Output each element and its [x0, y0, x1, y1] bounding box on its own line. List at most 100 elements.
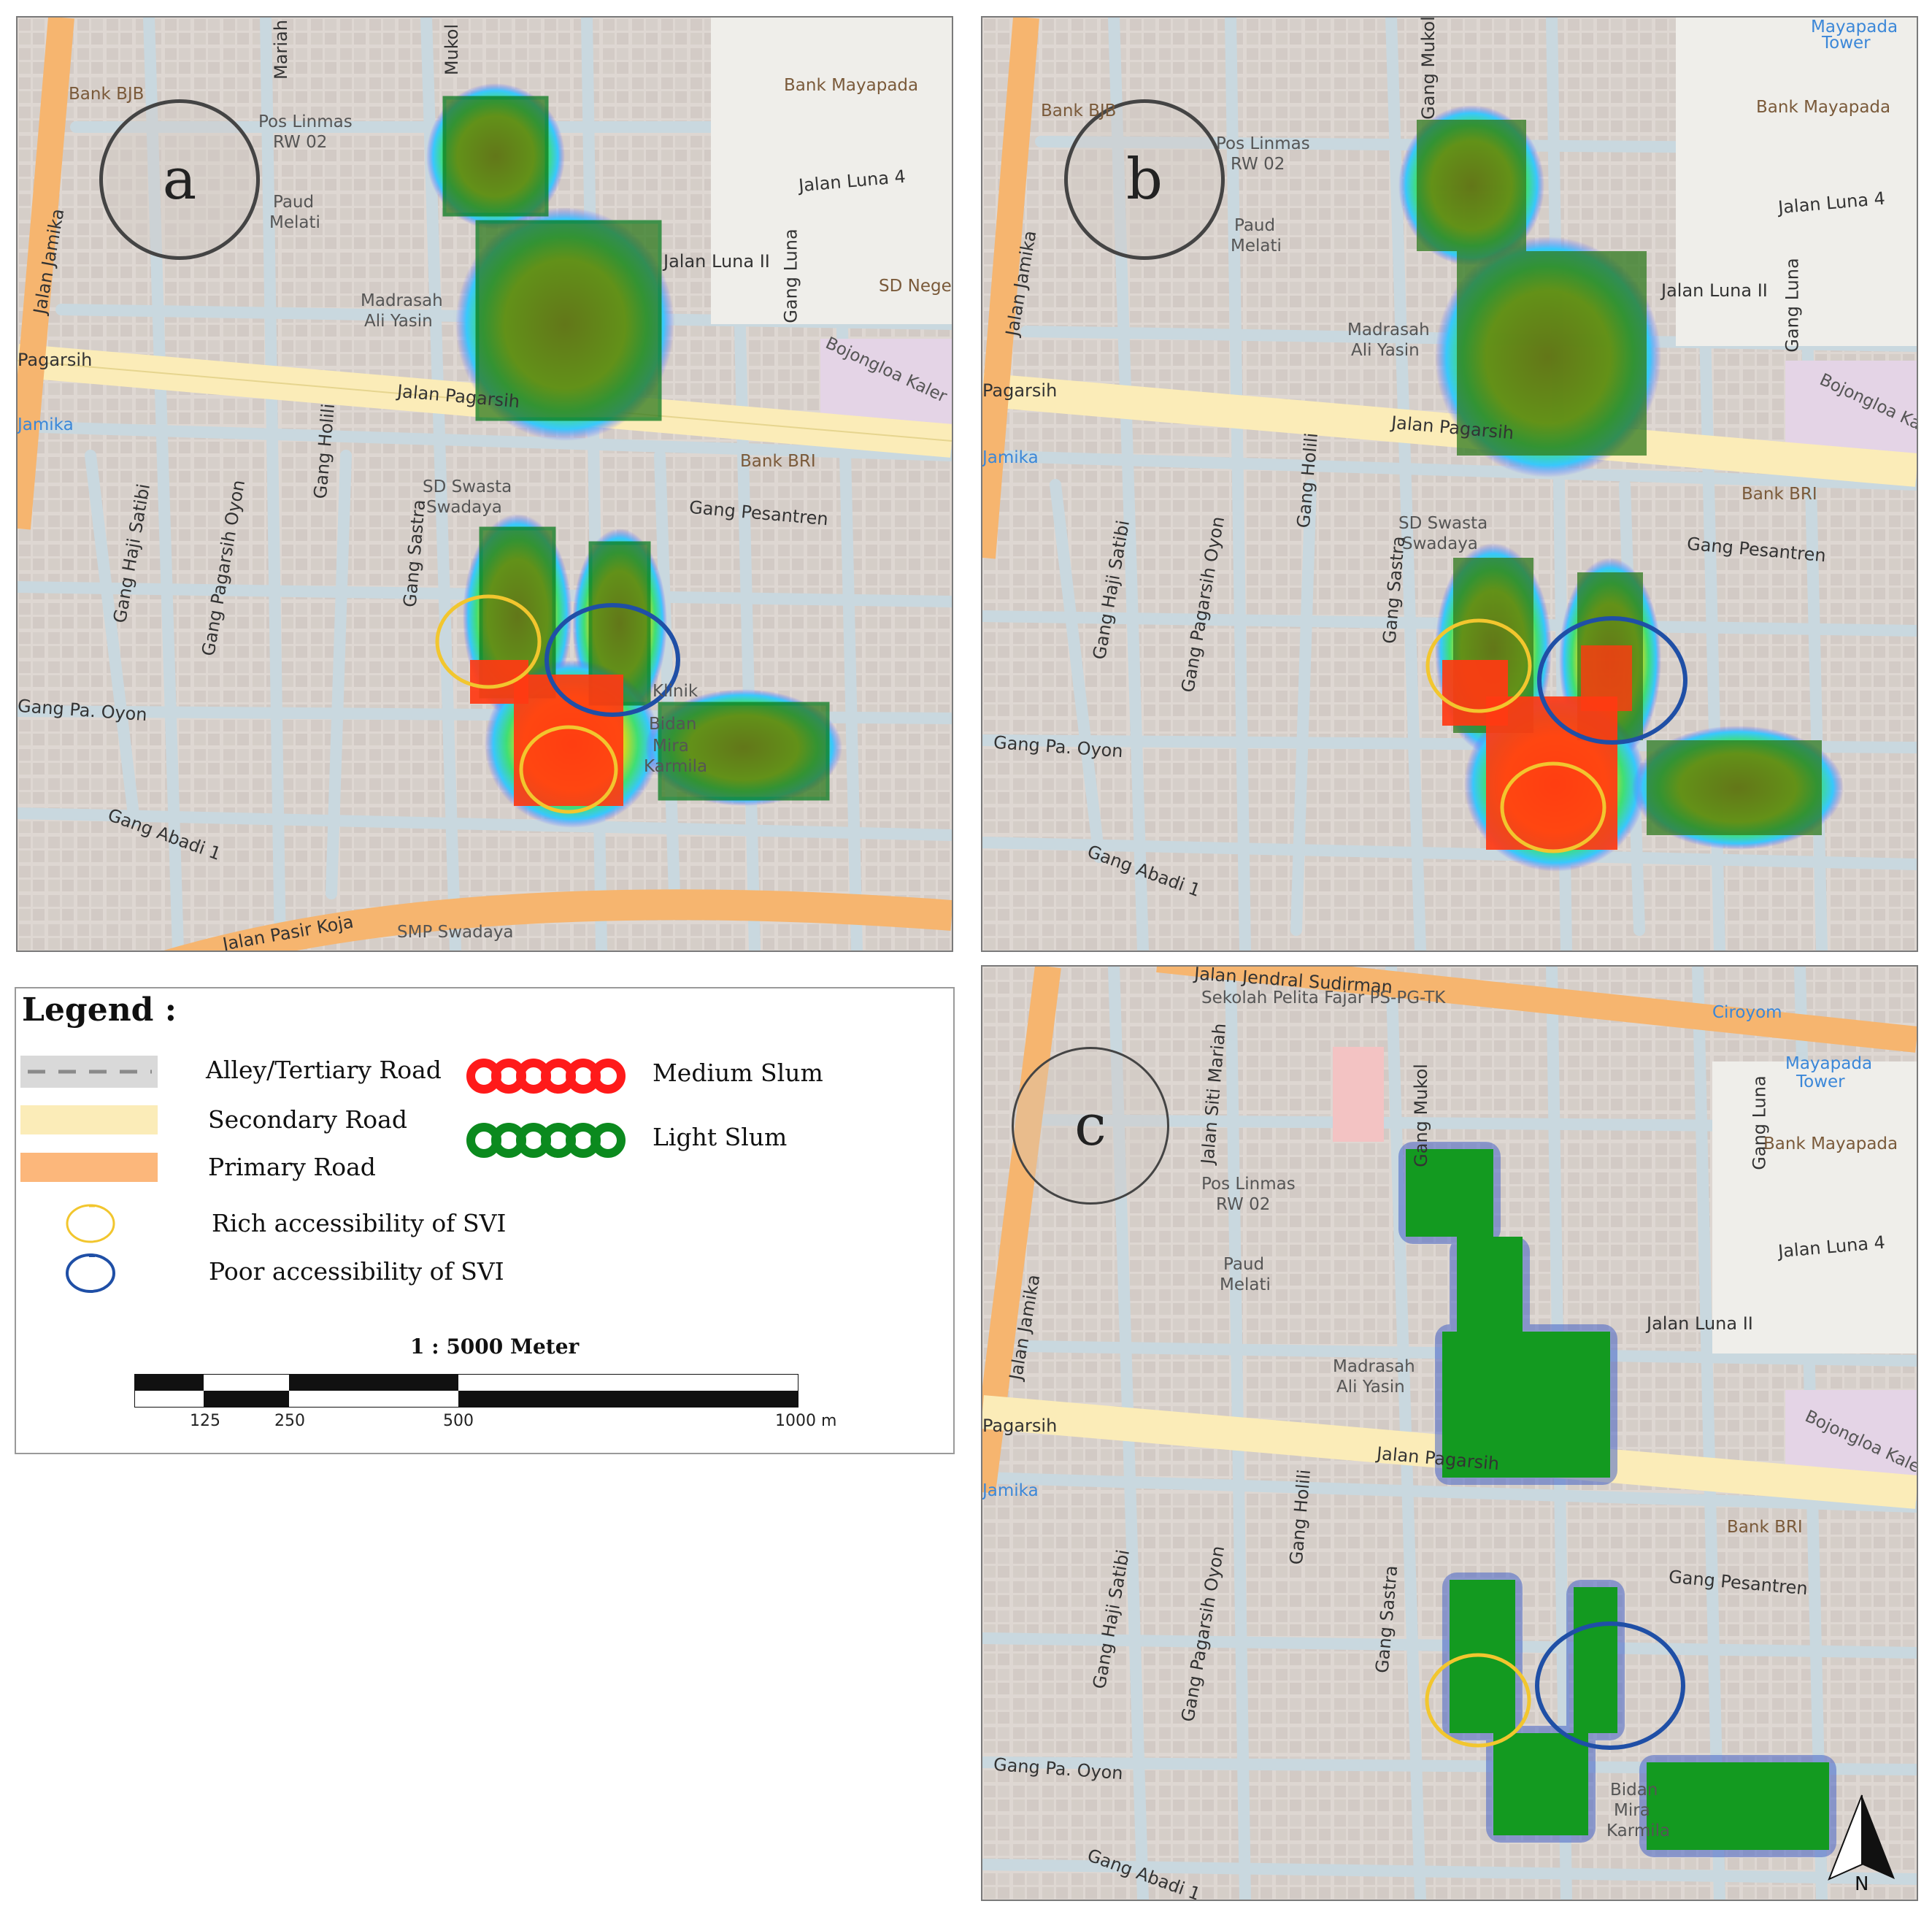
map-label-gang-mukol-b: Gang Mukol — [1417, 16, 1439, 120]
scale-bar — [134, 1373, 799, 1408]
map-label-melati-b: Melati — [1231, 237, 1282, 256]
map-label-gang-mukol-c: Gang Mukol — [1410, 1064, 1431, 1167]
map-label-melati-c: Melati — [1220, 1275, 1271, 1294]
map-label-bank-mayapada-b: Bank Mayapada — [1756, 98, 1891, 117]
map-label-madrasah: Madrasah — [361, 291, 443, 310]
map-label-paud-c: Paud — [1223, 1255, 1265, 1274]
map-label-rw02-c: RW 02 — [1216, 1195, 1271, 1214]
map-label-sekolah-pelita: Sekolah Pelita Fajar PS-PG-TK — [1201, 988, 1446, 1007]
scale-tick-250: 250 — [274, 1412, 305, 1430]
map-label-bidan: Bidan — [649, 715, 697, 734]
blue-circle-icon — [66, 1253, 115, 1293]
map-label-mayapada-b: Mayapada — [1811, 18, 1898, 37]
scale-bar-graphic — [134, 1373, 799, 1408]
map-label-bank-bri-b: Bank BRI — [1742, 485, 1817, 504]
map-label-pos-linmas-b: Pos Linmas — [1216, 134, 1310, 153]
scale-tick-500: 500 — [443, 1412, 474, 1430]
map-label-swadaya: Swadaya — [426, 498, 502, 517]
map-label-ali-yasin: Ali Yasin — [364, 312, 433, 331]
legend-label-rich-accessibility: Rich accessibility of SVI — [212, 1209, 507, 1237]
panel-label-b-text: b — [1126, 147, 1163, 212]
map-label-smp-swadaya: SMP Swadaya — [397, 923, 514, 942]
yellow-circle-icon — [66, 1204, 115, 1243]
map-label-sd-negeri: SD Negeri — [879, 277, 952, 296]
map-label-pos-linmas-c: Pos Linmas — [1201, 1175, 1296, 1194]
map-label-bank-mayapada-c: Bank Mayapada — [1763, 1134, 1898, 1153]
legend-label-primary: Primary Road — [208, 1153, 376, 1181]
map-label-klinik: Klinik — [653, 682, 698, 701]
panel-label-a-text: a — [162, 147, 197, 212]
legend-label-secondary: Secondary Road — [208, 1105, 407, 1134]
map-label-mariah: Mariah — [270, 20, 291, 80]
map-label-jalan-luna-ii-c: Jalan Luna II — [1647, 1313, 1753, 1334]
north-arrow-label: N — [1855, 1873, 1869, 1895]
map-label-mukol: Mukol — [442, 23, 463, 76]
alley-road-swatch — [20, 1056, 158, 1088]
map-label-bidan-c: Bidan — [1610, 1781, 1658, 1800]
map-label-pos-linmas: Pos Linmas — [258, 112, 353, 131]
map-label-madrasah-b: Madrasah — [1347, 320, 1430, 339]
secondary-road-swatch — [20, 1105, 158, 1134]
green-dot-chain-icon — [466, 1123, 626, 1158]
map-label-bank-mayapada: Bank Mayapada — [784, 76, 919, 95]
map-label-ali-yasin-b: Ali Yasin — [1351, 341, 1420, 360]
map-label-mira-c: Mira — [1614, 1801, 1650, 1820]
scale-tick-125: 125 — [190, 1412, 220, 1430]
map-label-ciroyom: Ciroyom — [1712, 1003, 1782, 1022]
legend-label-light-slum: Light Slum — [653, 1123, 788, 1151]
map-label-ali-yasin-c: Ali Yasin — [1336, 1378, 1405, 1397]
basemap-a — [18, 18, 952, 951]
legend-label-alley: Alley/Tertiary Road — [206, 1056, 442, 1084]
map-label-bank-bjb: Bank BJB — [69, 85, 145, 104]
legend-title: Legend : — [22, 991, 177, 1029]
red-dot-chain-icon — [466, 1059, 626, 1094]
map-label-sd-swasta-b: SD Swasta — [1398, 514, 1488, 533]
north-arrow-icon — [1828, 1794, 1895, 1881]
primary-road-swatch — [20, 1153, 158, 1182]
legend: Legend : Alley/Tertiary Road Secondary R… — [15, 987, 955, 1454]
north-arrow: N — [1822, 1792, 1902, 1895]
map-label-jamika-c: Jamika — [982, 1481, 1039, 1500]
rich-accessibility-swatch — [61, 1202, 120, 1245]
light-slum-swatch — [465, 1120, 626, 1160]
dashed-line-icon — [28, 1070, 152, 1074]
map-label-rw02: RW 02 — [273, 133, 328, 152]
medium-slum-swatch — [465, 1056, 626, 1096]
map-panel-a: a Bank BJB Pos Linmas RW 02 Paud Melati … — [16, 16, 953, 952]
map-panel-c: c Jalan Jendral Sudirman Ciroyom Sekolah… — [981, 965, 1918, 1901]
map-label-pagarsih-b: Pagarsih — [982, 380, 1058, 401]
map-label-rw02-b: RW 02 — [1231, 155, 1285, 174]
map-label-jalan-luna-ii-b: Jalan Luna II — [1661, 280, 1768, 301]
map-label-bank-bjb-b: Bank BJB — [1041, 101, 1117, 120]
map-label-jamika-b: Jamika — [982, 448, 1039, 467]
map-label-paud: Paud — [273, 193, 315, 212]
map-label-tower-c: Tower — [1796, 1072, 1845, 1091]
poor-accessibility-swatch — [61, 1251, 120, 1295]
legend-label-medium-slum: Medium Slum — [653, 1059, 823, 1087]
map-label-paud-b: Paud — [1234, 216, 1276, 235]
map-label-mira: Mira — [653, 737, 689, 756]
map-label-swadaya-b: Swadaya — [1402, 534, 1478, 553]
map-label-pagarsih-c: Pagarsih — [982, 1416, 1058, 1436]
map-label-jamika: Jamika — [18, 415, 74, 434]
legend-label-poor-accessibility: Poor accessibility of SVI — [209, 1257, 504, 1286]
map-label-bank-bri-c: Bank BRI — [1727, 1518, 1803, 1537]
map-label-jalan-luna-ii: Jalan Luna II — [663, 251, 770, 272]
map-label-gang-luna: Gang Luna — [780, 229, 801, 323]
scale-tick-1000: 1000 m — [775, 1412, 837, 1430]
map-label-karmila-c: Karmila — [1606, 1821, 1671, 1840]
panel-label-a: a — [99, 99, 260, 260]
map-label-gang-luna-b: Gang Luna — [1782, 258, 1803, 353]
scale-title: 1 : 5000 Meter — [410, 1335, 580, 1359]
map-label-sd-swasta: SD Swasta — [423, 477, 512, 496]
panel-label-c: c — [1012, 1047, 1169, 1205]
panel-label-c-text: c — [1074, 1093, 1107, 1159]
map-label-mayapada-c: Mayapada — [1785, 1054, 1873, 1073]
map-label-madrasah-c: Madrasah — [1333, 1357, 1415, 1376]
map-label-tower-b: Tower — [1822, 34, 1871, 53]
map-label-melati: Melati — [269, 213, 320, 232]
map-label-karmila: Karmila — [644, 757, 708, 776]
panel-label-b: b — [1064, 99, 1225, 260]
map-label-pagarsih: Pagarsih — [18, 350, 93, 370]
basemap-c — [982, 967, 1917, 1900]
